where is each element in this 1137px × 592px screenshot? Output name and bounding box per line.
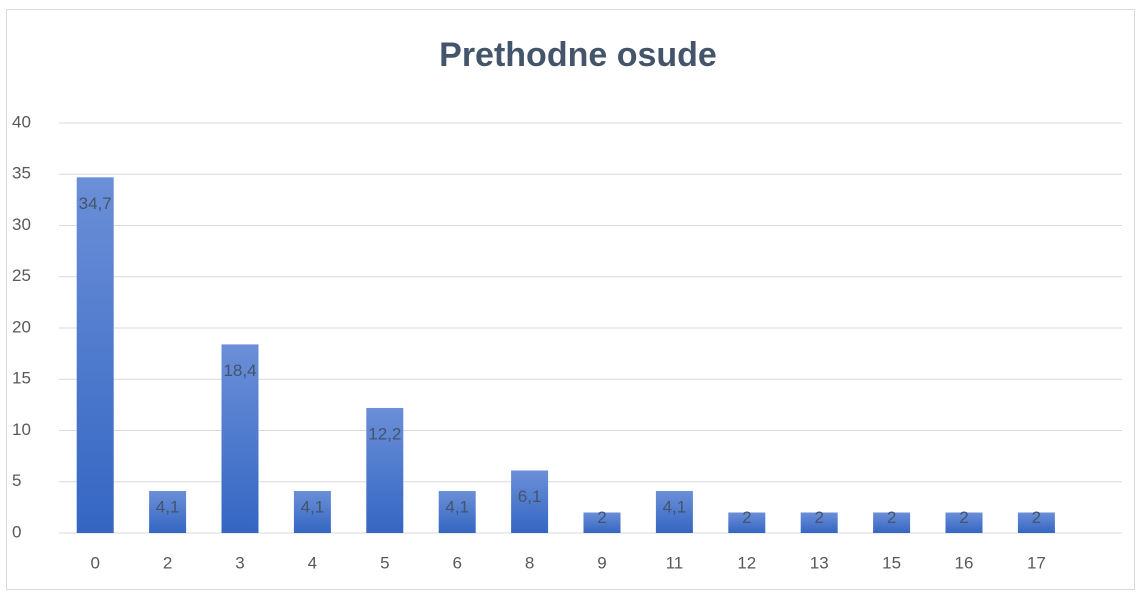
data-label: 2 bbox=[887, 508, 896, 527]
bar bbox=[583, 512, 621, 533]
data-label: 2 bbox=[597, 508, 606, 527]
y-tick-label: 20 bbox=[12, 317, 31, 336]
data-label: 2 bbox=[1032, 508, 1041, 527]
bar bbox=[655, 490, 693, 533]
x-tick-label: 5 bbox=[380, 553, 389, 572]
bar bbox=[511, 470, 549, 533]
bar bbox=[221, 344, 259, 533]
bar bbox=[1017, 512, 1055, 533]
bar bbox=[366, 407, 404, 533]
chart-frame bbox=[6, 9, 1135, 590]
x-tick-label: 13 bbox=[810, 553, 829, 572]
data-label: 12,2 bbox=[368, 424, 401, 443]
x-tick-label: 16 bbox=[955, 553, 974, 572]
x-tick-label: 6 bbox=[452, 553, 461, 572]
y-tick-label: 0 bbox=[12, 522, 21, 541]
x-tick-label: 3 bbox=[235, 553, 244, 572]
x-tick-label: 0 bbox=[90, 553, 99, 572]
data-label: 18,4 bbox=[223, 361, 256, 380]
data-label: 2 bbox=[742, 508, 751, 527]
chart-title: Prethodne osude bbox=[439, 36, 717, 74]
bar bbox=[873, 512, 911, 533]
data-label: 34,7 bbox=[79, 194, 112, 213]
x-tick-label: 11 bbox=[666, 553, 684, 572]
bar bbox=[800, 512, 838, 533]
bar bbox=[438, 490, 476, 533]
bar bbox=[728, 512, 766, 533]
x-tick-label: 4 bbox=[308, 553, 317, 572]
y-tick-label: 40 bbox=[12, 112, 31, 131]
x-tick-label: 8 bbox=[525, 553, 534, 572]
data-label: 4,1 bbox=[663, 497, 687, 516]
y-tick-label: 5 bbox=[12, 471, 21, 490]
bar bbox=[149, 490, 187, 533]
y-tick-label: 25 bbox=[12, 266, 31, 285]
bar bbox=[945, 512, 983, 533]
x-tick-label: 15 bbox=[882, 553, 901, 572]
x-tick-label: 9 bbox=[597, 553, 606, 572]
x-tick-label: 12 bbox=[737, 553, 756, 572]
data-label: 4,1 bbox=[301, 497, 325, 516]
data-label: 6,1 bbox=[518, 487, 542, 506]
data-label: 2 bbox=[959, 508, 968, 527]
y-tick-label: 15 bbox=[12, 369, 31, 388]
data-label: 4,1 bbox=[156, 497, 180, 516]
bar bbox=[293, 490, 331, 533]
data-label: 2 bbox=[814, 508, 823, 527]
data-label: 4,1 bbox=[445, 497, 469, 516]
bar bbox=[76, 177, 114, 533]
y-tick-label: 30 bbox=[12, 215, 31, 234]
x-tick-label: 17 bbox=[1027, 553, 1046, 572]
y-tick-label: 35 bbox=[12, 164, 31, 183]
y-tick-label: 10 bbox=[12, 420, 31, 439]
x-tick-label: 2 bbox=[163, 553, 172, 572]
